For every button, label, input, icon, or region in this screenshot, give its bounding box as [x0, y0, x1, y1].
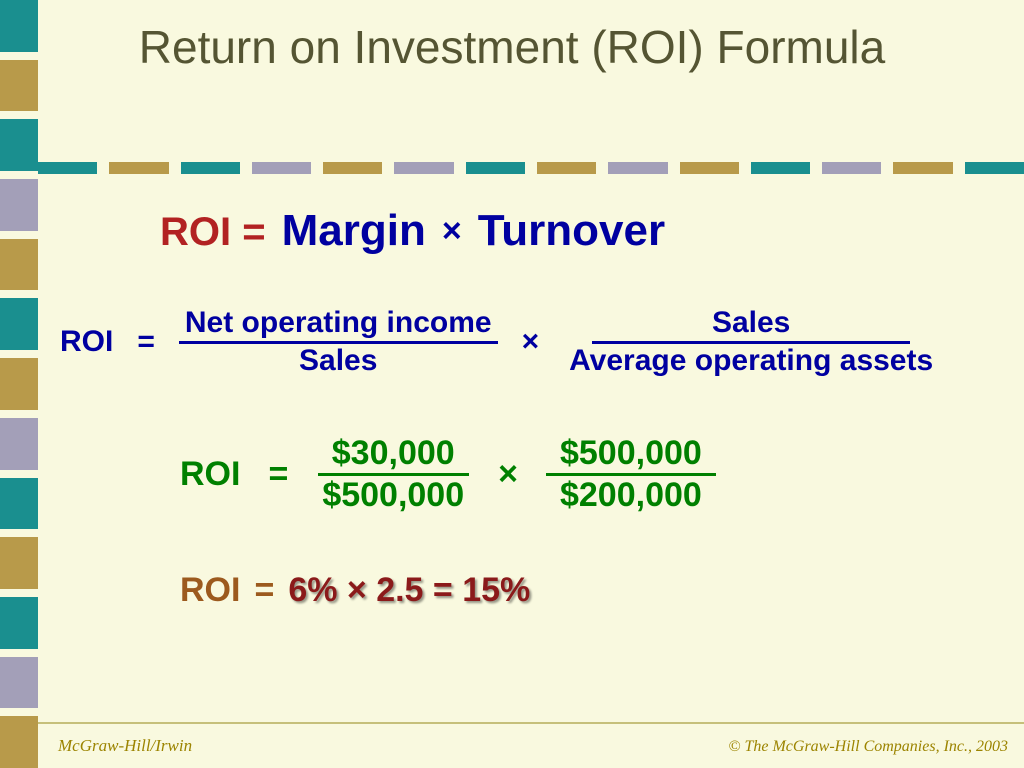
- footer-left: McGraw-Hill/Irwin: [58, 736, 192, 756]
- fraction-numerator: $30,000: [318, 434, 469, 476]
- top-accent-bars: [38, 162, 1024, 174]
- footer-right: © The McGraw-Hill Companies, Inc., 2003: [728, 738, 1008, 756]
- fraction-denominator: Average operating assets: [563, 344, 939, 379]
- formula-line-2: ROI = Net operating income Sales × Sales…: [60, 306, 1000, 378]
- equals-sign: =: [254, 571, 274, 610]
- roi-label: ROI: [180, 571, 240, 610]
- turnover-text: Turnover: [478, 206, 665, 256]
- fraction-numerator: Sales: [592, 306, 910, 344]
- times-icon: ×: [442, 212, 462, 251]
- result-text: 6% × 2.5 = 15%: [288, 571, 530, 610]
- formula-line-4: ROI = 6% × 2.5 = 15%: [180, 571, 1000, 610]
- roi-label: ROI: [60, 325, 113, 359]
- times-icon: ×: [498, 455, 518, 494]
- fraction-numerator: Net operating income: [179, 306, 498, 344]
- slide-title: Return on Investment (ROI) Formula: [0, 20, 1024, 75]
- times-icon: ×: [522, 325, 540, 359]
- roi-label: ROI: [180, 455, 240, 494]
- fraction-numerator: $500,000: [546, 434, 716, 476]
- margin-text: Margin: [282, 206, 426, 256]
- equals-sign: =: [137, 325, 155, 359]
- fraction-turnover: Sales Average operating assets: [563, 306, 939, 378]
- equals-sign: =: [268, 455, 288, 494]
- fraction-denominator: $500,000: [316, 476, 470, 515]
- fraction-denominator: Sales: [293, 344, 383, 379]
- formula-line-1: ROI = Margin × Turnover: [160, 206, 1000, 256]
- fraction-denominator: $200,000: [554, 476, 708, 515]
- left-accent-bars: [0, 0, 38, 768]
- formula-line-3: ROI = $30,000 $500,000 × $500,000 $200,0…: [180, 434, 1000, 515]
- slide-content: ROI = Margin × Turnover ROI = Net operat…: [60, 200, 1000, 610]
- footer-rule: [38, 722, 1024, 724]
- fraction-margin: Net operating income Sales: [179, 306, 498, 378]
- roi-equals-red: ROI =: [160, 210, 266, 255]
- fraction-values-1: $30,000 $500,000: [316, 434, 470, 515]
- fraction-values-2: $500,000 $200,000: [546, 434, 716, 515]
